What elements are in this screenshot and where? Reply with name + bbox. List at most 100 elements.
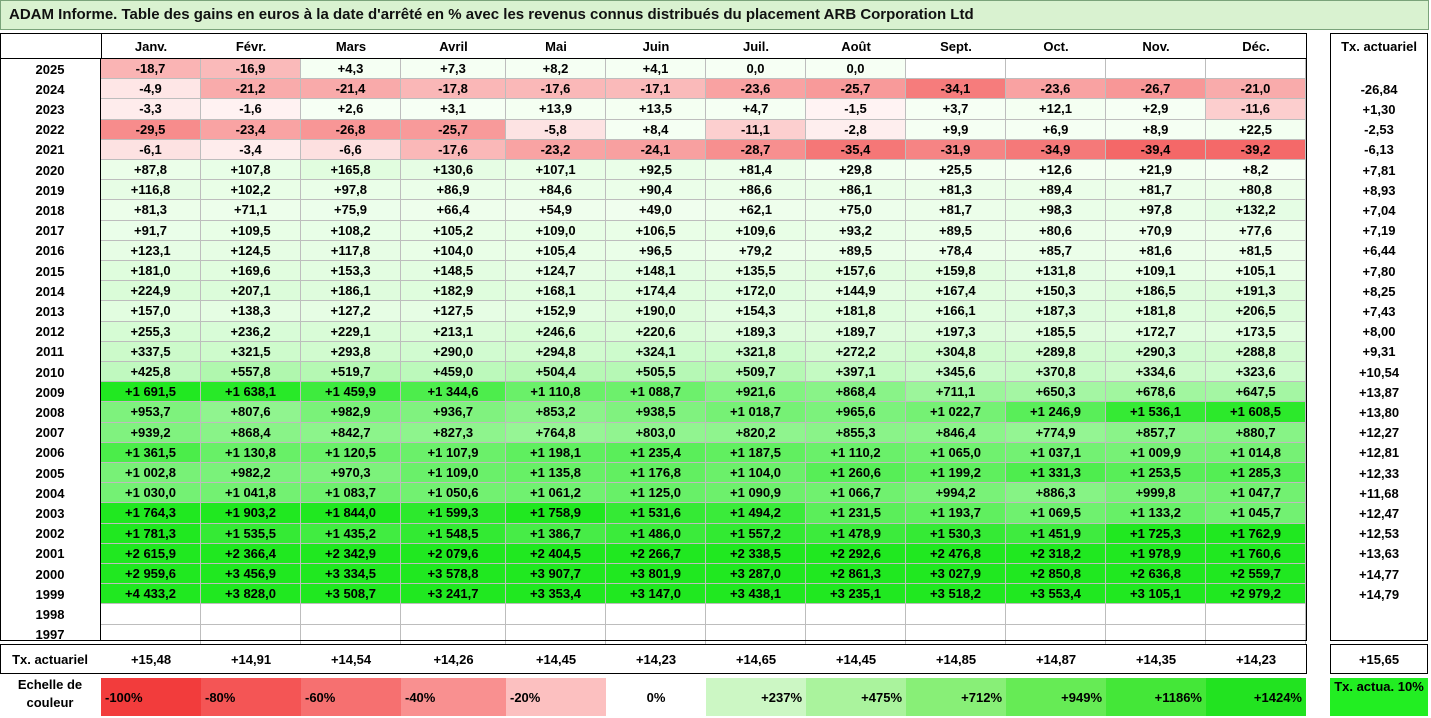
annual-rate-cell: +13,87 <box>1358 384 1400 400</box>
month-header: Sept. <box>940 38 972 54</box>
color-scale-swatch: 0% <box>606 678 706 716</box>
table-cell: +70,9 <box>1106 220 1206 241</box>
table-cell <box>706 624 806 645</box>
table-cell: +182,9 <box>401 281 506 302</box>
color-scale-swatch: -100% <box>101 678 201 716</box>
table-cell: -21,0 <box>1206 79 1306 100</box>
table-cell: +2 366,4 <box>201 543 301 564</box>
table-cell: +89,5 <box>906 220 1006 241</box>
table-cell: +105,4 <box>506 240 606 261</box>
table-cell: +84,6 <box>506 180 606 201</box>
footer-cell: +14,65 <box>735 651 777 667</box>
month-header: Nov. <box>1142 38 1170 54</box>
table-cell: +1 557,2 <box>706 523 806 544</box>
table-cell: +1 135,8 <box>506 463 606 484</box>
table-cell: +105,2 <box>401 220 506 241</box>
table-cell: +3 287,0 <box>706 564 806 585</box>
table-cell: -1,6 <box>201 99 301 120</box>
table-cell: +86,9 <box>401 180 506 201</box>
table-cell: +2 404,5 <box>506 543 606 564</box>
table-cell: +1 548,5 <box>401 523 506 544</box>
table-cell: +982,2 <box>201 463 301 484</box>
table-cell: -23,4 <box>201 119 301 140</box>
table-cell: +21,9 <box>1106 160 1206 181</box>
table-cell: +4,1 <box>606 59 706 80</box>
table-cell: +116,8 <box>101 180 201 201</box>
table-cell: +1 069,5 <box>1006 503 1106 524</box>
table-cell: -1,5 <box>806 99 906 120</box>
table-cell: +853,2 <box>506 402 606 423</box>
month-header: Mars <box>335 38 367 54</box>
table-cell: +293,8 <box>301 341 401 362</box>
table-cell: +2 559,7 <box>1206 564 1306 585</box>
month-header: Mai <box>545 38 567 54</box>
year-label: 2017 <box>35 223 65 239</box>
table-cell: +236,2 <box>201 321 301 342</box>
footer-cell: +14,45 <box>535 651 577 667</box>
table-cell: +953,7 <box>101 402 201 423</box>
table-cell: +288,8 <box>1206 341 1306 362</box>
footer-annual: +15,65 <box>1358 651 1400 667</box>
table-cell: +127,5 <box>401 301 506 322</box>
table-cell: +1 344,6 <box>401 382 506 403</box>
table-cell: +105,1 <box>1206 261 1306 282</box>
table-cell: +87,8 <box>101 160 201 181</box>
table-cell: -39,2 <box>1206 139 1306 160</box>
table-cell: +81,7 <box>1106 180 1206 201</box>
table-cell: +938,5 <box>606 402 706 423</box>
annual-rate-cell: +8,25 <box>1362 283 1396 299</box>
table-cell: +98,3 <box>1006 200 1106 221</box>
footer-cell: +14,87 <box>1035 651 1077 667</box>
table-cell: +939,2 <box>101 422 201 443</box>
table-cell: +132,2 <box>1206 200 1306 221</box>
table-cell: +131,8 <box>1006 261 1106 282</box>
table-cell: +1 090,9 <box>706 483 806 504</box>
table-cell <box>1006 59 1106 80</box>
table-cell: +104,0 <box>401 240 506 261</box>
table-cell <box>1206 604 1306 625</box>
table-cell: -17,8 <box>401 79 506 100</box>
table-cell: -23,6 <box>1006 79 1106 100</box>
annual-rate-cell <box>1330 625 1428 645</box>
table-cell: +97,8 <box>1106 200 1206 221</box>
table-cell: +820,2 <box>706 422 806 443</box>
table-cell: +459,0 <box>401 362 506 383</box>
table-cell: +1 066,7 <box>806 483 906 504</box>
table-cell: +107,8 <box>201 160 301 181</box>
table-cell: +3,7 <box>906 99 1006 120</box>
annual-rate-cell: +12,27 <box>1358 425 1400 441</box>
annual-rate-cell: +8,93 <box>1362 182 1396 198</box>
annual-rate-cell: +6,44 <box>1362 243 1396 259</box>
table-cell: +157,6 <box>806 261 906 282</box>
table-cell: +148,1 <box>606 261 706 282</box>
table-cell: +12,6 <box>1006 160 1106 181</box>
table-cell: +159,8 <box>906 261 1006 282</box>
table-cell: +272,2 <box>806 341 906 362</box>
table-cell: +25,5 <box>906 160 1006 181</box>
table-cell: +345,6 <box>906 362 1006 383</box>
table-cell: +334,6 <box>1106 362 1206 383</box>
table-cell: +86,1 <box>806 180 906 201</box>
table-cell: +213,1 <box>401 321 506 342</box>
table-cell: +191,3 <box>1206 281 1306 302</box>
table-cell: -2,8 <box>806 119 906 140</box>
table-cell: +169,6 <box>201 261 301 282</box>
table-cell: +1 435,2 <box>301 523 401 544</box>
table-cell: +557,8 <box>201 362 301 383</box>
table-cell: +49,0 <box>606 200 706 221</box>
table-cell: -23,2 <box>506 139 606 160</box>
title-bar: ADAM Informe. Table des gains en euros à… <box>0 0 1429 30</box>
table-cell: +81,3 <box>101 200 201 221</box>
table-cell: -17,6 <box>506 79 606 100</box>
table-cell <box>706 604 806 625</box>
table-cell <box>201 624 301 645</box>
table-cell: +1 022,7 <box>906 402 1006 423</box>
table-cell: +3 147,0 <box>606 584 706 605</box>
table-cell: +1 725,3 <box>1106 523 1206 544</box>
table-cell: -26,8 <box>301 119 401 140</box>
table-cell: -18,7 <box>101 59 201 80</box>
table-cell: +880,7 <box>1206 422 1306 443</box>
table-cell: +109,1 <box>1106 261 1206 282</box>
table-cell: -16,9 <box>201 59 301 80</box>
table-cell: +3 438,1 <box>706 584 806 605</box>
